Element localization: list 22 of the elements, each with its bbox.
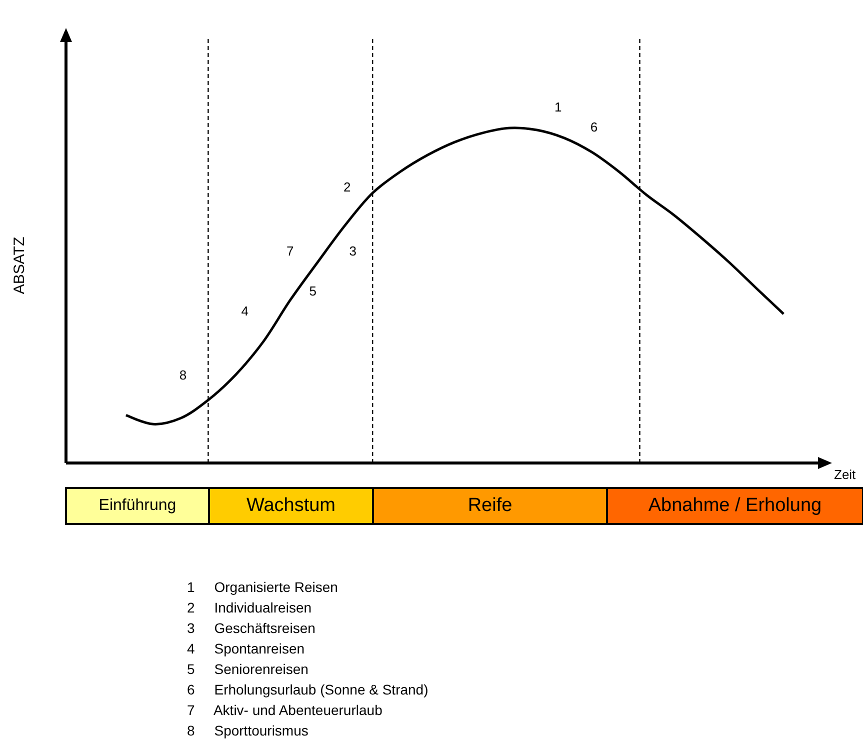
- x-axis-title: Zeit: [834, 467, 856, 482]
- text: 8 Sporttourismus: [187, 722, 308, 738]
- annotation: 5: [309, 284, 316, 299]
- annotation: 4: [241, 304, 249, 319]
- text: 1 Organisierte Reisen: [187, 579, 338, 595]
- text: 6 Erholungsurlaub (Sonne & Strand): [187, 682, 428, 698]
- category-label: Reife: [468, 495, 512, 516]
- text: 1: [554, 99, 562, 114]
- y-axis-title: ABSATZ: [10, 236, 28, 294]
- annotation: 7: [286, 243, 294, 258]
- annotation: 8: [179, 367, 187, 382]
- category-label: Einführung: [98, 497, 176, 514]
- annotation: 6: [590, 119, 598, 134]
- annotation: 3: [349, 243, 356, 258]
- annotation: 2: [344, 180, 351, 195]
- text: 7 Aktiv- und Abenteuerurlaub: [187, 702, 383, 718]
- text: 3 Geschäftsreisen: [187, 620, 316, 636]
- text: 4 Spontanreisen: [187, 640, 305, 656]
- category-label: Abnahme / Erholung: [648, 495, 822, 516]
- text: 5 Seniorenreisen: [187, 661, 308, 677]
- category-label: Wachstum: [246, 495, 336, 516]
- text: 2 Individualreisen: [187, 600, 312, 616]
